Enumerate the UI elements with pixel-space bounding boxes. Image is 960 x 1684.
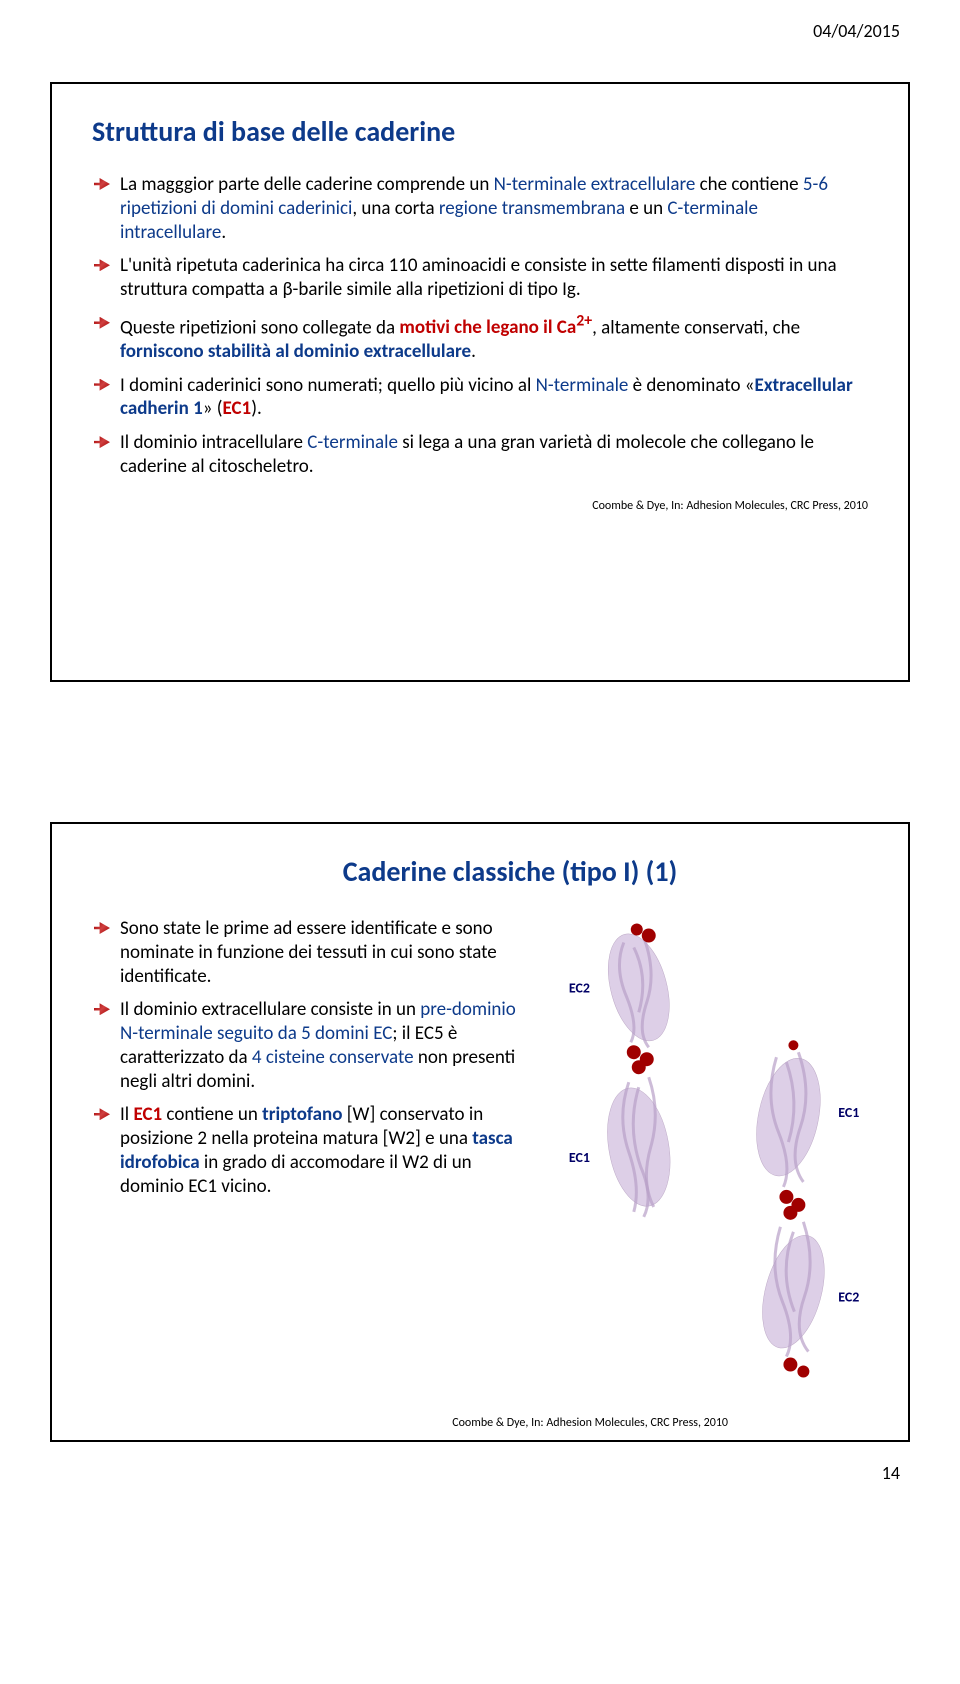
highlight: EC1 (223, 397, 252, 420)
bullet-item: Queste ripetizioni sono collegate da mot… (92, 312, 868, 364)
text: , altamente conservati, che (592, 316, 800, 339)
text: motivi che legano il Ca (399, 316, 576, 339)
highlight: motivi che legano il Ca2+ (399, 316, 592, 339)
highlight: EC1 (133, 1103, 162, 1126)
highlight: N-terminale (536, 374, 629, 397)
highlight: N-terminale extracellulare (494, 173, 696, 196)
label-ec2-left: EC2 (569, 979, 590, 996)
text: e un (625, 197, 667, 220)
highlight: triptofano (262, 1103, 342, 1126)
bullet-item: Il dominio intracellulare C-terminale si… (92, 431, 868, 479)
page: 04/04/2015 Struttura di base delle cader… (0, 0, 960, 1514)
protein-structure-diagram: EC2 EC1 EC1 EC2 (539, 917, 888, 1397)
text: Sono state le prime ad essere identifica… (120, 917, 497, 988)
slide-2-citation: Coombe & Dye, In: Adhesion Molecules, CR… (452, 1416, 728, 1430)
bullet-item: Il dominio extracellulare consiste in un… (92, 998, 519, 1093)
slide-1-citation: Coombe & Dye, In: Adhesion Molecules, CR… (92, 499, 868, 513)
text: ). (251, 397, 262, 420)
text: . (221, 221, 226, 244)
right-column: EC2 EC1 EC1 EC2 (539, 917, 888, 1402)
bullet-item: La magggior parte delle caderine compren… (92, 173, 868, 244)
highlight: C-terminale (307, 431, 398, 454)
text: Il dominio intracellulare (120, 431, 307, 454)
text: » ( (203, 397, 223, 420)
text: La magggior parte delle caderine compren… (120, 173, 494, 196)
label-ec2-right: EC2 (838, 1289, 859, 1306)
protein-chain-right (746, 1040, 835, 1377)
label-ec1-left: EC1 (569, 1149, 590, 1166)
highlight: forniscono stabilità al dominio extracel… (120, 340, 471, 363)
text: Il dominio extracellulare consiste in un (120, 998, 420, 1021)
label-ec1-right: EC1 (838, 1104, 859, 1121)
page-number: 14 (50, 1462, 910, 1484)
text: contiene un (162, 1103, 262, 1126)
text: I domini caderinici sono numerati; quell… (120, 374, 536, 397)
text: che contiene (695, 173, 803, 196)
header-date: 04/04/2015 (50, 20, 910, 42)
bullet-item: Il EC1 contiene un triptofano [W] conser… (92, 1103, 519, 1198)
slide-2-bullets: Sono state le prime ad essere identifica… (92, 917, 519, 1198)
two-column-layout: Sono state le prime ad essere identifica… (92, 917, 868, 1402)
text: Il (120, 1103, 133, 1126)
bullet-item: I domini caderinici sono numerati; quell… (92, 374, 868, 422)
highlight: regione transmembrana (439, 197, 625, 220)
bullet-item: L'unità ripetuta caderinica ha circa 110… (92, 254, 868, 302)
slide-1: Struttura di base delle caderine La magg… (50, 82, 910, 682)
left-column: Sono state le prime ad essere identifica… (92, 917, 519, 1218)
slide-1-bullets: La magggior parte delle caderine compren… (92, 173, 868, 479)
slide-1-title: Struttura di base delle caderine (92, 114, 868, 149)
text: L'unità ripetuta caderinica ha circa 110… (120, 254, 837, 301)
highlight: 4 cisteine conservate (252, 1046, 414, 1069)
text: . (471, 340, 476, 363)
slide-2-title: Caderine classiche (tipo I) (1) (152, 854, 868, 889)
bullet-item: Sono state le prime ad essere identifica… (92, 917, 519, 988)
text: , una corta (352, 197, 438, 220)
text: Queste ripetizioni sono collegate da (120, 316, 399, 339)
text: è denominato « (628, 374, 754, 397)
superscript: 2+ (576, 312, 592, 331)
slide-2: Caderine classiche (tipo I) (1) Sono sta… (50, 822, 910, 1442)
protein-chain-left (597, 924, 679, 1217)
